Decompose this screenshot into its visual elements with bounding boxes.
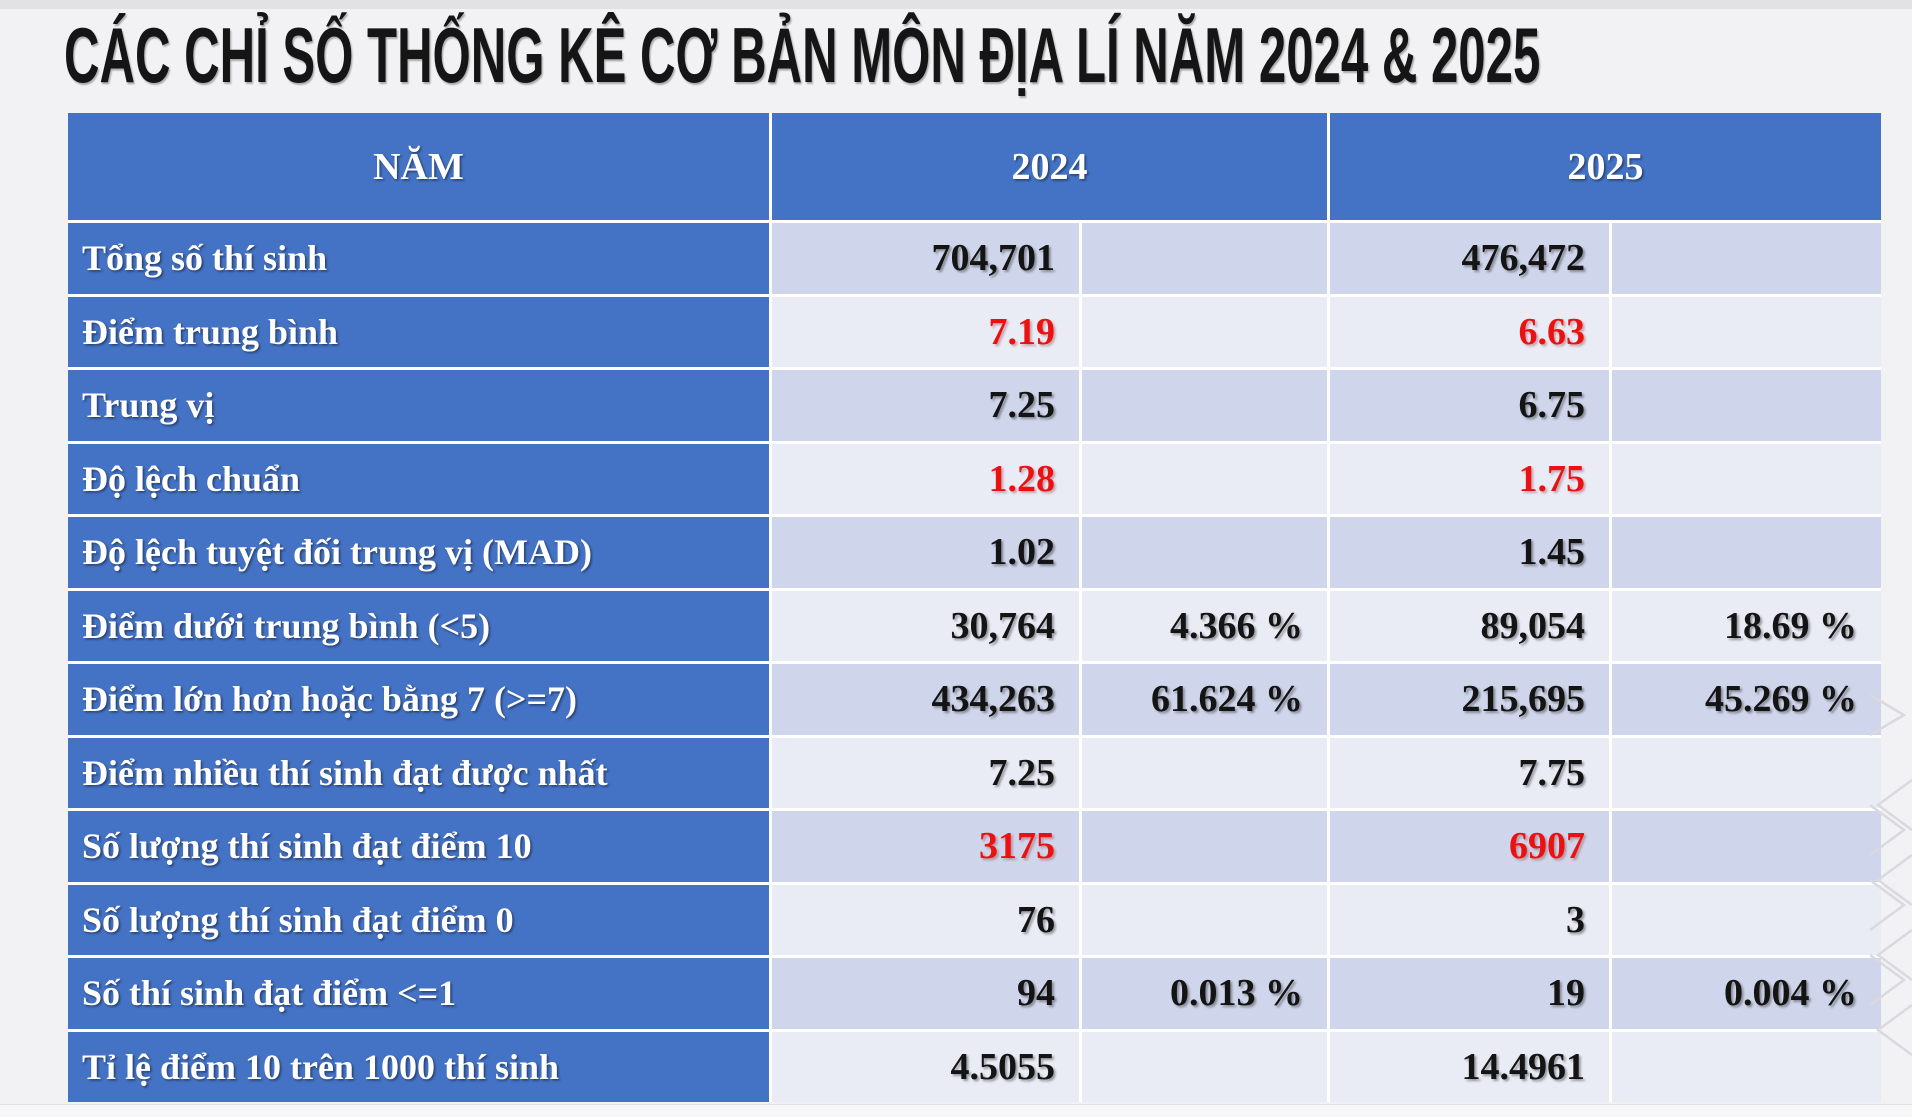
- pct-2025: [1612, 517, 1881, 588]
- row-label: Trung vị: [68, 370, 769, 441]
- value-2024: 1.28: [772, 443, 1079, 514]
- value-2024: 7.25: [772, 370, 1079, 441]
- pct-2025: [1612, 296, 1881, 367]
- pct-2025: [1612, 884, 1881, 955]
- pct-2024: 61.624 %: [1082, 664, 1327, 735]
- stats-table: NĂM 2024 2025 Tổng số thí sinh 704,701 476…: [68, 113, 1881, 1102]
- pct-2024: [1082, 811, 1327, 882]
- pct-2025: [1612, 370, 1881, 441]
- row-label: Số thí sinh đạt điểm <=1: [68, 958, 769, 1029]
- value-2025: 6907: [1330, 811, 1609, 882]
- row-label: Số lượng thí sinh đạt điểm 10: [68, 811, 769, 882]
- pct-2024: [1082, 296, 1327, 367]
- pct-2024: [1082, 737, 1327, 808]
- value-2025: 476,472: [1330, 223, 1609, 294]
- pct-2024: 4.366 %: [1082, 590, 1327, 661]
- row-label: Số lượng thí sinh đạt điểm 0: [68, 884, 769, 955]
- table-header-2025: 2025: [1330, 113, 1881, 220]
- value-2025: 7.75: [1330, 737, 1609, 808]
- value-2025: 3: [1330, 884, 1609, 955]
- pct-2024: [1082, 370, 1327, 441]
- value-2025: 215,695: [1330, 664, 1609, 735]
- bottom-edge-strip: [0, 1104, 1912, 1117]
- pct-2025: [1612, 811, 1881, 882]
- value-2024: 4.5055: [772, 1031, 1079, 1102]
- value-2024: 3175: [772, 811, 1079, 882]
- row-label: Độ lệch tuyệt đối trung vị (MAD): [68, 517, 769, 588]
- row-label: Điểm trung bình: [68, 296, 769, 367]
- pct-2024: 0.013 %: [1082, 958, 1327, 1029]
- row-label: Điểm lớn hơn hoặc bằng 7 (>=7): [68, 664, 769, 735]
- value-2025: 19: [1330, 958, 1609, 1029]
- pct-2025: [1612, 737, 1881, 808]
- table-header-2024: 2024: [772, 113, 1327, 220]
- value-2024: 1.02: [772, 517, 1079, 588]
- value-2024: 94: [772, 958, 1079, 1029]
- pct-2024: [1082, 443, 1327, 514]
- pct-2025: [1612, 443, 1881, 514]
- row-label: Tỉ lệ điểm 10 trên 1000 thí sinh: [68, 1031, 769, 1102]
- pct-2025: [1612, 223, 1881, 294]
- value-2024: 7.25: [772, 737, 1079, 808]
- pct-2025: 0.004 %: [1612, 958, 1881, 1029]
- value-2025: 1.45: [1330, 517, 1609, 588]
- value-2025: 1.75: [1330, 443, 1609, 514]
- row-label: Điểm nhiều thí sinh đạt được nhất: [68, 737, 769, 808]
- pct-2025: 18.69 %: [1612, 590, 1881, 661]
- value-2024: 30,764: [772, 590, 1079, 661]
- table-header-nam: NĂM: [68, 113, 769, 220]
- pct-2024: [1082, 223, 1327, 294]
- pct-2024: [1082, 884, 1327, 955]
- row-label: Độ lệch chuẩn: [68, 443, 769, 514]
- pct-2025: [1612, 1031, 1881, 1102]
- value-2025: 14.4961: [1330, 1031, 1609, 1102]
- value-2025: 6.63: [1330, 296, 1609, 367]
- pct-2024: [1082, 1031, 1327, 1102]
- pct-2024: [1082, 517, 1327, 588]
- value-2025: 6.75: [1330, 370, 1609, 441]
- value-2025: 89,054: [1330, 590, 1609, 661]
- value-2024: 434,263: [772, 664, 1079, 735]
- value-2024: 7.19: [772, 296, 1079, 367]
- page-title: CÁC CHỈ SỐ THỐNG KÊ CƠ BẢN MÔN ĐỊA LÍ NĂ…: [64, 11, 1541, 99]
- pct-2025: 45.269 %: [1612, 664, 1881, 735]
- row-label: Điểm dưới trung bình (<5): [68, 590, 769, 661]
- row-label: Tổng số thí sinh: [68, 223, 769, 294]
- top-edge-strip: [0, 0, 1912, 9]
- value-2024: 76: [772, 884, 1079, 955]
- value-2024: 704,701: [772, 223, 1079, 294]
